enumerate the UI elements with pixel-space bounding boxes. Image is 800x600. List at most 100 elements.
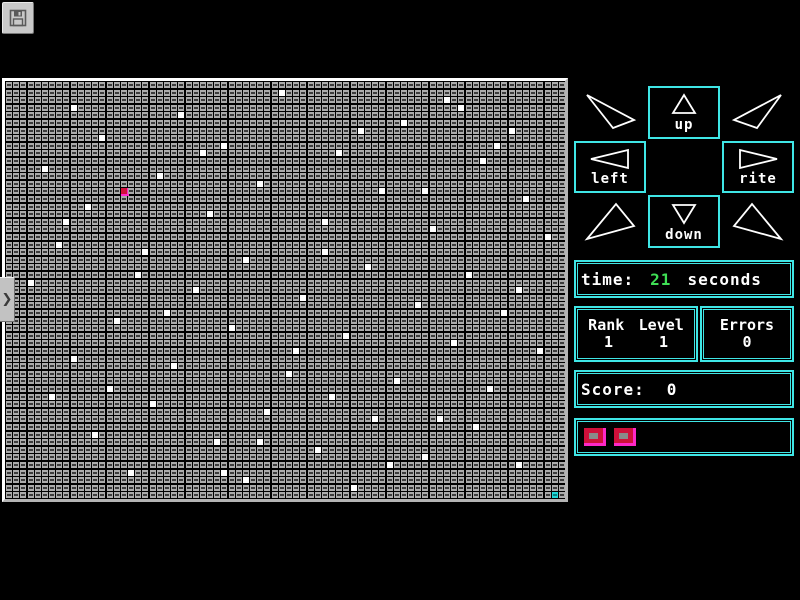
board-cell: [422, 363, 429, 370]
dir-down-left-diagonal-button[interactable]: [574, 195, 646, 248]
board-cell: [300, 135, 307, 142]
board-cell: [336, 424, 343, 430]
board-cell: [379, 264, 386, 271]
board-cell: [443, 462, 450, 468]
board-cell: [185, 264, 192, 271]
board-cell: [63, 363, 70, 370]
board-cell: [515, 332, 522, 339]
board-cell: [149, 120, 156, 126]
board-cell: [451, 211, 458, 218]
board-cell: [34, 112, 41, 119]
board-cell: [479, 386, 486, 392]
highlight-cell: [472, 424, 479, 430]
highlight-cell: [436, 416, 443, 423]
highlight-cell: [321, 218, 328, 225]
board-cell: [178, 393, 185, 400]
board-cell: [472, 135, 479, 142]
board-cell: [142, 211, 149, 218]
board-cell: [6, 408, 12, 415]
board-cell: [458, 173, 465, 180]
board-cell: [41, 279, 48, 286]
board-cell: [264, 188, 271, 195]
board-cell: [293, 158, 300, 164]
dir-rite-button[interactable]: rite: [722, 140, 794, 194]
board-cell: [522, 279, 529, 286]
dir-center-button[interactable]: [648, 140, 720, 194]
board-cell: [558, 112, 565, 119]
board-cell: [522, 226, 529, 233]
board-cell: [178, 82, 185, 88]
board-cell: [113, 112, 120, 119]
board-cell: [558, 484, 565, 491]
board-cell: [41, 287, 48, 294]
board-cell: [544, 165, 551, 172]
board-cell: [400, 165, 407, 172]
dir-up-left-diagonal-button[interactable]: [574, 86, 646, 139]
board-cell: [501, 188, 508, 195]
dir-up-button[interactable]: up: [648, 86, 720, 139]
board-cell: [350, 348, 357, 354]
board-cell: [92, 302, 99, 309]
board-cell: [494, 431, 501, 438]
board-cell: [278, 158, 285, 164]
game-board[interactable]: [5, 81, 565, 499]
board-cell: [128, 218, 135, 225]
board-cell: [149, 370, 156, 377]
board-cell: [77, 241, 84, 248]
left-panel-expander[interactable]: ❯: [0, 277, 15, 322]
save-button[interactable]: [2, 2, 34, 34]
board-cell: [171, 332, 178, 339]
board-cell: [192, 127, 199, 134]
board-cell: [429, 173, 436, 180]
board-cell: [479, 424, 486, 430]
board-cell: [257, 401, 264, 408]
board-cell: [156, 408, 163, 415]
board-cell: [149, 477, 156, 484]
board-cell: [27, 363, 34, 370]
board-cell: [357, 325, 364, 332]
board-cell: [214, 393, 221, 400]
board-cell: [522, 469, 529, 476]
board-cell: [365, 158, 371, 164]
board-cell: [235, 325, 242, 332]
board-cell: [278, 348, 285, 354]
dir-left-button[interactable]: left: [574, 140, 646, 194]
board-cell: [458, 211, 465, 218]
board-cell: [350, 120, 357, 126]
board-cell: [199, 310, 206, 316]
board-cell: [551, 272, 558, 278]
board-cell: [286, 439, 293, 446]
board-cell: [321, 180, 328, 187]
board-cell: [120, 120, 127, 126]
board-cell: [77, 393, 84, 400]
dir-down-button[interactable]: down: [648, 195, 720, 248]
board-cell: [49, 188, 56, 195]
highlight-cell: [106, 386, 113, 392]
board-cell: [271, 82, 278, 88]
dir-down-right-diagonal-button[interactable]: [722, 195, 794, 248]
lives-list: [584, 426, 786, 448]
board-cell: [451, 173, 458, 180]
board-cell: [458, 469, 465, 476]
board-cell: [178, 249, 185, 256]
board-cell: [156, 492, 163, 499]
board-cell: [443, 142, 450, 149]
board-cell: [214, 484, 221, 491]
board-cell: [13, 104, 20, 111]
board-cell: [487, 370, 494, 377]
board-cell: [286, 127, 293, 134]
board-cell: [408, 218, 415, 225]
board-cell: [221, 492, 228, 499]
board-cell: [515, 241, 522, 248]
board-cell: [120, 218, 127, 225]
board-cell: [163, 264, 170, 271]
board-cell: [34, 142, 41, 149]
board-cell: [336, 211, 343, 218]
board-cell: [128, 287, 135, 294]
board-cell: [458, 272, 465, 278]
board-cell: [142, 127, 149, 134]
board-cell: [487, 325, 494, 332]
board-cell: [149, 82, 156, 88]
board-cell: [106, 234, 113, 240]
dir-up-right-diagonal-button[interactable]: [722, 86, 794, 139]
